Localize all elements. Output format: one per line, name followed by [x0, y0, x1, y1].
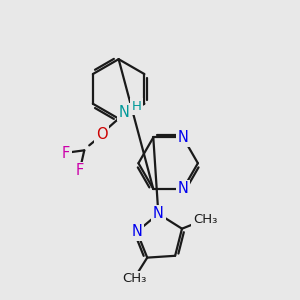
Text: H: H	[132, 100, 141, 113]
Text: CH₃: CH₃	[122, 272, 146, 285]
Text: O: O	[96, 127, 107, 142]
Text: N: N	[131, 224, 142, 239]
Text: N: N	[118, 104, 129, 119]
Text: N: N	[178, 130, 188, 145]
Text: F: F	[75, 163, 83, 178]
Text: N: N	[178, 182, 188, 196]
Text: N: N	[153, 206, 164, 221]
Text: CH₃: CH₃	[193, 213, 217, 226]
Text: F: F	[62, 146, 70, 161]
